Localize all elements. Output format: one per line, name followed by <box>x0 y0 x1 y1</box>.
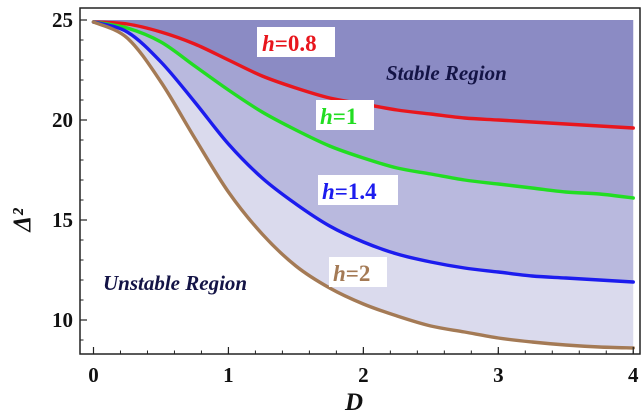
svg-text:h=2: h=2 <box>333 261 370 286</box>
stable-region-label: Stable Region <box>386 61 507 85</box>
region-fills <box>93 20 634 348</box>
y-tick-label: 20 <box>52 108 73 132</box>
x-tick-label: 3 <box>493 363 504 387</box>
plot-frame <box>79 7 641 355</box>
y-tick-label: 15 <box>52 208 73 232</box>
svg-text:h=0.8: h=0.8 <box>262 31 317 56</box>
x-axis-title: D <box>344 389 363 416</box>
unstable-region-label: Unstable Region <box>103 271 247 295</box>
curve-label-h-2: h=2 <box>329 257 387 287</box>
x-tick-label: 1 <box>223 363 234 387</box>
x-tick-label: 4 <box>628 363 639 387</box>
curve-h-1.4 <box>91 20 635 284</box>
curve-h-2 <box>91 20 635 350</box>
y-axis-ticks: 10 15 20 25 <box>52 8 87 341</box>
curve-label-h-1.4: h=1.4 <box>318 175 398 205</box>
y-tick-label: 10 <box>52 308 73 332</box>
curve-label-h-0.8: h=0.8 <box>257 27 335 57</box>
curve-label-h-1: h=1 <box>316 100 374 130</box>
fill-h-1-to-h-1.4 <box>93 22 634 282</box>
y-axis-title: Δ² <box>9 208 36 233</box>
x-tick-label: 2 <box>358 363 369 387</box>
svg-text:h=1: h=1 <box>320 104 357 129</box>
svg-text:h=1.4: h=1.4 <box>322 179 377 204</box>
fill-above-h-0.8 <box>93 20 634 128</box>
curve-h-1 <box>91 20 635 200</box>
x-axis-ticks: 0 1 2 3 4 <box>88 347 639 387</box>
y-tick-label: 25 <box>52 8 73 32</box>
x-tick-label: 0 <box>88 363 99 387</box>
